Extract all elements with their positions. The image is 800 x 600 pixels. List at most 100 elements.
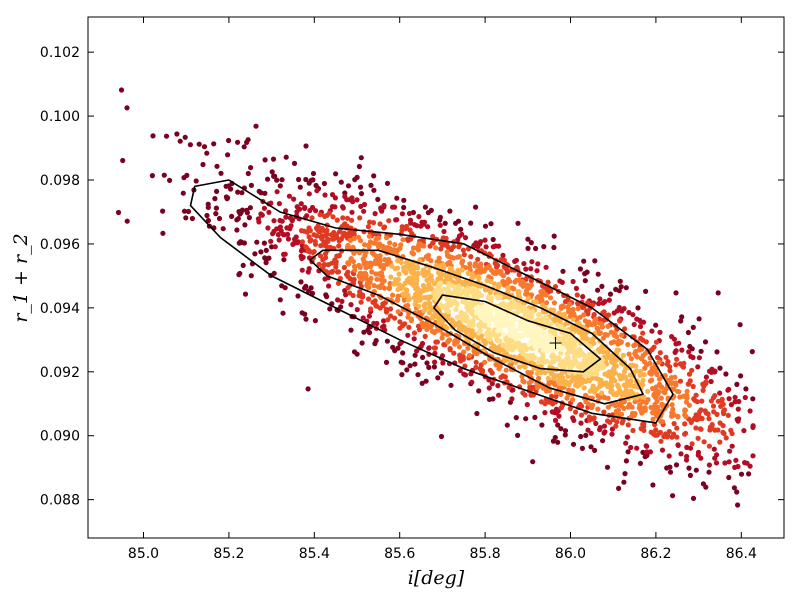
scatter-point: [438, 433, 445, 440]
scatter-point: [674, 356, 680, 362]
scatter-point: [462, 363, 468, 369]
scatter-point: [303, 316, 309, 322]
scatter-point: [253, 123, 259, 129]
scatter-point: [570, 415, 576, 421]
scatter-point: [426, 282, 432, 288]
scatter-point: [600, 335, 607, 341]
scatter-point: [734, 381, 740, 387]
scatter-point: [393, 217, 399, 223]
scatter-point: [401, 204, 407, 211]
scatter-point: [677, 394, 683, 400]
scatter-point: [630, 312, 636, 318]
scatter-point: [406, 324, 412, 330]
scatter-point: [746, 471, 752, 477]
scatter-point: [424, 360, 430, 366]
scatter-point: [461, 324, 467, 330]
scatter-point: [619, 411, 625, 417]
scatter-point: [347, 237, 353, 243]
scatter-point: [534, 268, 540, 274]
scatter-point: [581, 258, 587, 264]
scatter-point: [475, 256, 481, 262]
scatter-point: [451, 350, 457, 356]
scatter-point: [685, 329, 692, 336]
scatter-point: [598, 390, 605, 396]
scatter-point: [416, 214, 422, 220]
scatter-point: [544, 358, 550, 364]
scatter-point: [551, 379, 557, 385]
scatter-point: [213, 205, 219, 211]
best-fit-marker: [549, 337, 562, 350]
scatter-point: [688, 353, 694, 360]
scatter-point: [283, 154, 289, 160]
scatter-point: [405, 292, 411, 298]
scatter-point: [640, 330, 646, 336]
scatter-point: [402, 321, 408, 327]
scatter-point: [312, 238, 318, 245]
scatter-point: [603, 380, 609, 386]
scatter-point: [456, 320, 462, 326]
scatter-point: [239, 190, 245, 196]
scatter-point: [346, 261, 352, 267]
scatter-point: [361, 208, 367, 214]
scatter-point: [335, 280, 342, 286]
scatter-point: [415, 323, 422, 329]
scatter-point: [721, 411, 727, 417]
scatter-point: [613, 423, 619, 429]
scatter-point: [552, 434, 558, 441]
scatter-point: [410, 209, 416, 216]
scatter-point: [667, 469, 674, 475]
scatter-point: [468, 254, 474, 260]
scatter-point: [558, 391, 564, 397]
scatter-point: [336, 252, 342, 259]
scatter-point: [266, 209, 272, 215]
scatter-point: [600, 438, 606, 444]
scatter-point: [306, 266, 312, 272]
scatter-point: [523, 416, 529, 422]
scatter-point: [387, 240, 393, 246]
scatter-point: [381, 323, 387, 329]
scatter-point: [235, 189, 241, 195]
scatter-point: [738, 373, 744, 379]
scatter-point: [291, 160, 298, 166]
scatter-point: [696, 316, 702, 322]
scatter-point: [515, 432, 521, 438]
scatter-point: [336, 243, 342, 249]
scatter-point: [212, 196, 218, 202]
scatter-point: [254, 239, 260, 245]
scatter-point: [312, 318, 318, 324]
scatter-point: [342, 288, 348, 294]
scatter-point: [501, 331, 507, 337]
scatter-point: [407, 363, 413, 369]
x-axis-label: i[deg]: [408, 567, 465, 589]
scatter-point: [348, 302, 354, 308]
scatter-point: [675, 442, 681, 448]
scatter-point: [609, 431, 615, 437]
scatter-point: [486, 326, 492, 332]
scatter-point: [397, 319, 403, 325]
scatter-point: [596, 316, 603, 322]
scatter-point: [275, 232, 281, 238]
scatter-point: [293, 234, 299, 240]
scatter-point: [726, 474, 732, 481]
scatter-point: [582, 271, 588, 277]
scatter-point: [465, 345, 471, 351]
scatter-point: [248, 273, 254, 279]
scatter-point: [595, 406, 601, 412]
scatter-point: [640, 337, 646, 343]
scatter-point: [507, 337, 513, 343]
y-tick-label: 0.098: [40, 173, 80, 189]
scatter-point: [349, 209, 355, 215]
scatter-point: [628, 356, 635, 362]
scatter-point: [555, 373, 561, 379]
scatter-point: [711, 409, 717, 415]
scatter-point: [368, 306, 374, 312]
scatter-point: [449, 283, 456, 289]
scatter-point: [669, 402, 675, 408]
scatter-point: [388, 274, 394, 280]
scatter-point: [577, 266, 584, 272]
scatter-point: [513, 415, 519, 421]
scatter-point: [300, 254, 306, 260]
scatter-point: [503, 367, 509, 373]
scatter-point: [693, 392, 699, 398]
scatter-point: [684, 388, 690, 394]
